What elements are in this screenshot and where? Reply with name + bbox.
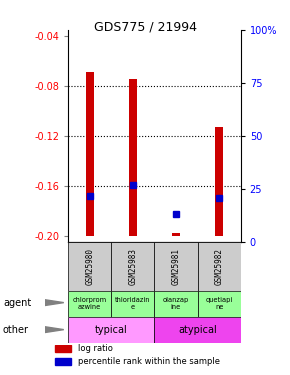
Text: quetiapi
ne: quetiapi ne (206, 297, 233, 310)
Bar (155, 291, 197, 317)
Text: GSM25983: GSM25983 (128, 248, 137, 285)
Text: GDS775 / 21994: GDS775 / 21994 (93, 21, 197, 34)
Text: typical: typical (95, 325, 128, 335)
Text: log ratio: log ratio (78, 344, 113, 353)
Bar (155, 317, 241, 343)
Bar (111, 291, 155, 317)
Bar (197, 291, 241, 317)
Polygon shape (45, 327, 64, 333)
Bar (155, 242, 197, 291)
Bar (68, 242, 111, 291)
Text: olanzap
ine: olanzap ine (163, 297, 189, 310)
Bar (86, 72, 94, 236)
Text: agent: agent (3, 298, 31, 308)
Bar (55, 358, 71, 365)
Bar (197, 242, 241, 291)
Bar (172, 233, 180, 236)
Text: thioridazin
e: thioridazin e (115, 297, 151, 310)
Bar (111, 242, 155, 291)
Bar (215, 127, 223, 236)
Text: GSM25980: GSM25980 (85, 248, 94, 285)
Text: percentile rank within the sample: percentile rank within the sample (78, 357, 220, 366)
Polygon shape (45, 300, 64, 306)
Text: other: other (3, 325, 29, 335)
Text: GSM25982: GSM25982 (215, 248, 224, 285)
Bar (68, 291, 111, 317)
Text: atypical: atypical (178, 325, 217, 335)
Bar (129, 79, 137, 236)
Bar (68, 317, 155, 343)
Bar (55, 345, 71, 352)
Text: GSM25981: GSM25981 (171, 248, 180, 285)
Text: chlorprom
azwine: chlorprom azwine (73, 297, 107, 310)
